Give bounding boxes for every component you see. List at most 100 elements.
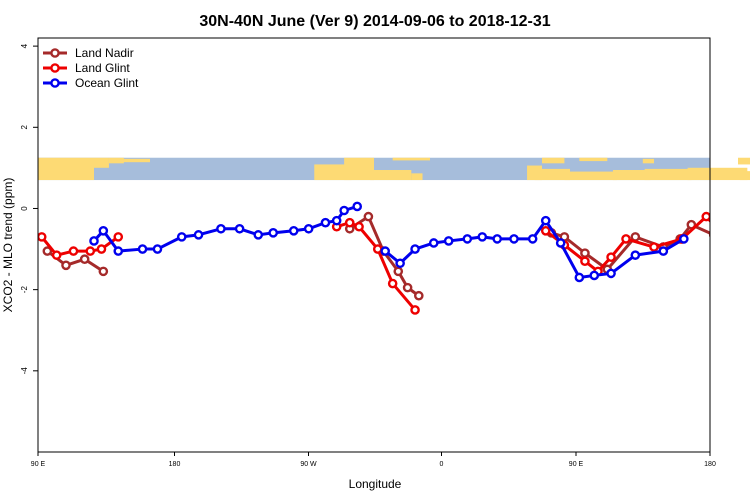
data-point-ocean-glint [527,234,538,244]
data-point-ocean-glint [331,215,342,226]
map-land [94,157,109,168]
data-point-land-glint [51,250,62,260]
data-point-land-glint [721,233,728,240]
data-point-land-nadir [413,290,424,301]
data-point-land-glint [344,217,355,228]
data-point-land-nadir [42,246,53,256]
data-point-land-glint [410,305,420,315]
series-ocean-glint [89,201,689,283]
legend-marker [50,78,60,88]
map-land [642,158,654,164]
data-point-ocean-glint [630,250,641,260]
data-point-ocean-glint [98,225,109,236]
x-tick-label: 90 W [300,461,317,468]
data-point-land-glint [621,234,631,244]
data-point-ocean-glint [303,223,314,234]
data-point-ocean-glint [589,270,600,281]
data-point-land-nadir [580,248,590,258]
legend-item-land-nadir: Land Nadir [43,46,134,60]
data-point-land-glint [113,232,124,242]
series-line-land-nadir [662,223,710,249]
x-tick-label: 180 [704,461,716,468]
data-point-ocean-glint [320,217,331,228]
map-land [118,158,150,163]
y-tick-label: -2 [20,286,29,294]
data-point-ocean-glint [193,230,204,240]
data-point-ocean-glint [352,201,363,212]
data-point-land-glint [606,252,616,262]
data-point-ocean-glint [410,244,420,254]
data-point-land-glint [701,211,710,222]
data-point-ocean-glint [395,258,405,269]
legend-label: Land Glint [75,61,130,75]
data-point-land-glint [387,278,398,289]
map-land [108,157,124,164]
y-tick-label: 2 [20,125,29,130]
legend-marker [50,63,60,73]
data-point-ocean-glint [253,230,264,240]
data-point-ocean-glint [606,268,616,279]
map-land [370,170,412,181]
map-land [314,164,352,181]
data-point-ocean-glint [477,232,488,242]
data-point-land-glint [580,256,590,267]
data-point-land-nadir [744,262,750,269]
map-land [738,157,750,165]
legend-item-land-glint: Land Glint [43,61,130,75]
data-point-land-nadir [61,260,71,271]
data-point-ocean-glint [658,246,669,256]
map-land [392,157,430,161]
data-point-ocean-glint [268,228,279,238]
data-point-ocean-glint [380,246,391,256]
x-tick-label: 0 [440,461,444,468]
map-strip [38,157,750,181]
map-land [564,171,617,181]
data-point-ocean-glint [540,215,551,226]
data-point-ocean-glint [288,225,299,236]
data-point-ocean-glint [113,246,124,256]
y-tick-label: 0 [20,206,29,211]
x-tick-label: 180 [169,461,181,468]
data-point-land-nadir [725,247,732,254]
data-point-ocean-glint [679,234,689,244]
data-point-ocean-glint [555,238,566,248]
plot-frame [37,37,711,453]
data-point-ocean-glint [152,244,163,254]
series-line-ocean-glint [384,219,685,279]
map-land [411,173,423,181]
map-land [38,157,94,181]
data-point-land-glint [540,225,551,236]
data-point-land-nadir [79,254,90,265]
data-point-ocean-glint [234,223,245,234]
x-tick-label: 90 E [31,461,46,468]
data-point-ocean-glint [509,234,519,244]
y-axis: 4 2 0 -2 -4 [20,43,38,374]
data-point-ocean-glint [137,244,148,254]
legend-marker [50,48,60,58]
data-point-land-glint [96,244,107,254]
legend-item-ocean-glint: Ocean Glint [43,76,139,90]
map-land [534,168,570,181]
map-land [579,157,608,162]
data-point-land-glint [354,221,364,232]
data-point-ocean-glint [574,272,585,283]
series-layer [38,201,750,315]
x-axis: 90 E 180 90 W 0 90 E 180 [31,452,716,468]
y-axis-label: XCO2 - MLO trend (ppm) [1,178,15,313]
map-land [612,170,651,181]
data-point-land-nadir [393,266,404,277]
y-tick-label: -4 [20,367,29,375]
map-land [739,171,750,181]
data-point-land-glint [85,246,96,256]
x-tick-label: 90 E [569,461,584,468]
data-point-land-nadir [402,282,413,293]
y-tick-label: 4 [20,43,29,48]
data-point-land-nadir [98,266,109,277]
data-point-ocean-glint [339,205,349,216]
data-point-ocean-glint [492,234,503,244]
legend-label: Ocean Glint [75,76,139,90]
data-point-land-glint [372,244,383,254]
data-point-ocean-glint [216,223,226,234]
